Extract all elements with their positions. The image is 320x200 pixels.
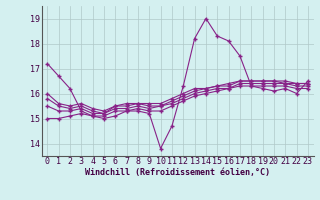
X-axis label: Windchill (Refroidissement éolien,°C): Windchill (Refroidissement éolien,°C) xyxy=(85,168,270,177)
